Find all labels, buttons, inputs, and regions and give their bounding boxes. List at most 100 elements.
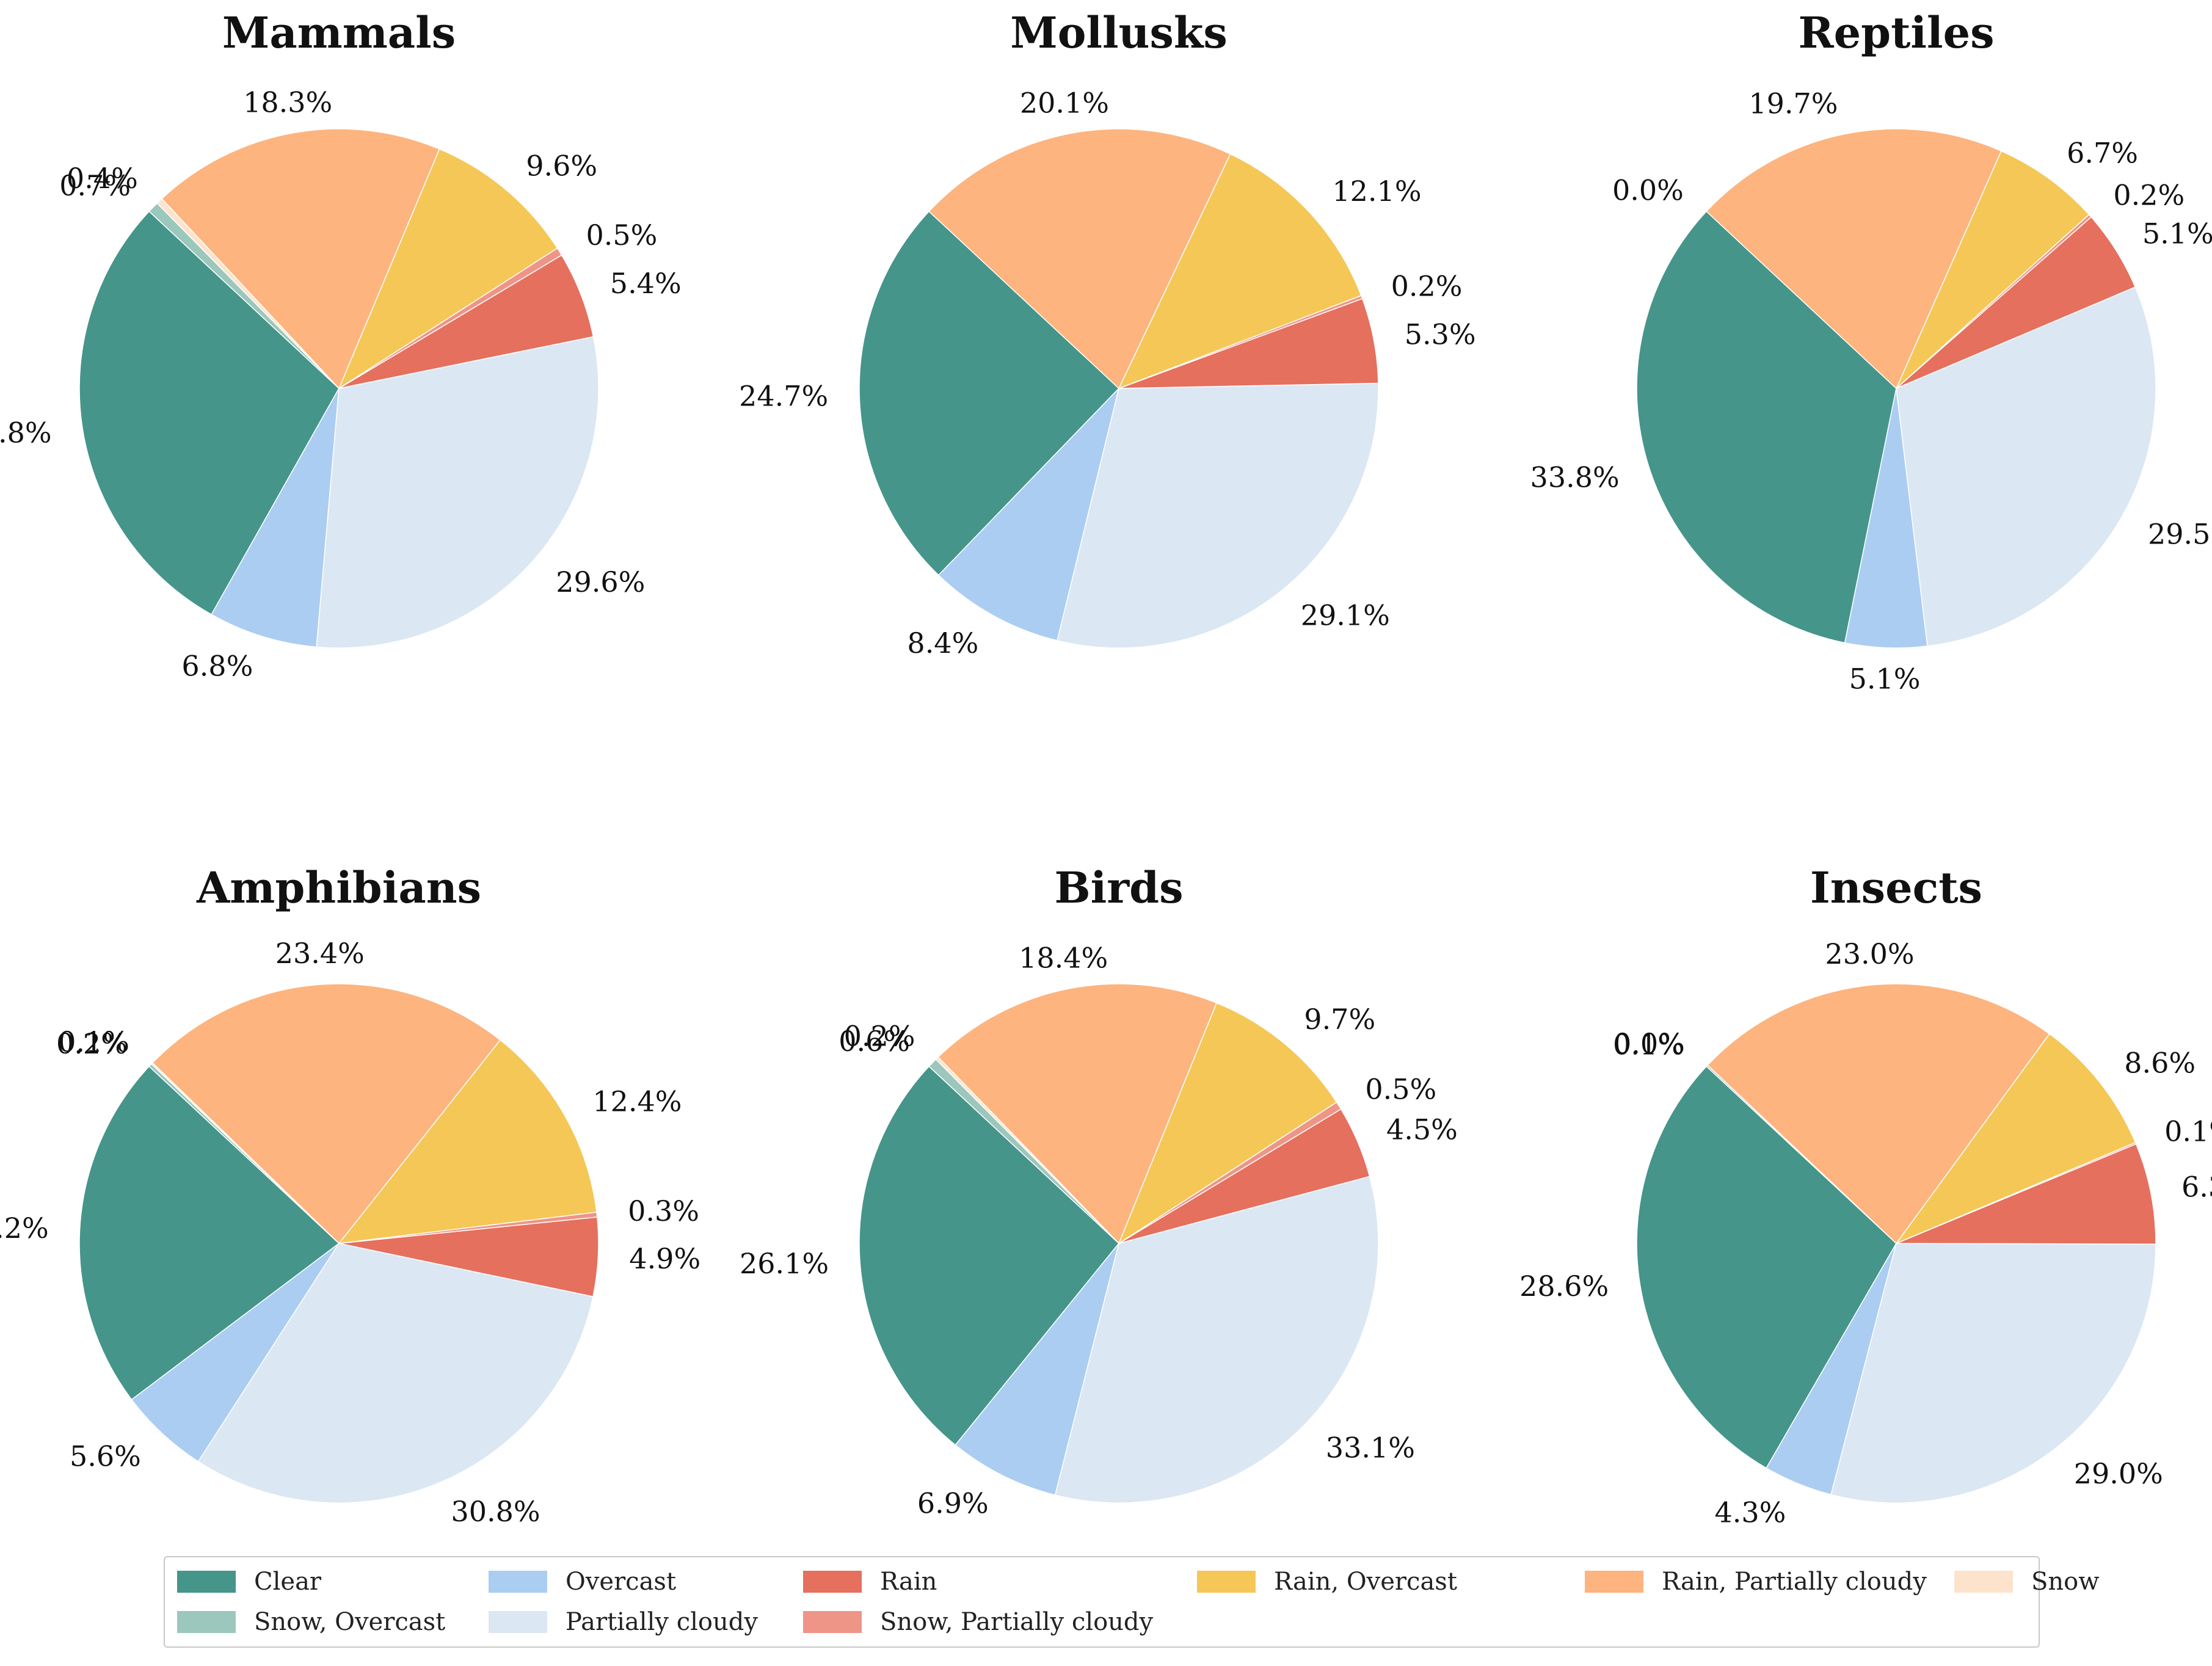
pct-label: 8.6% — [2124, 1047, 2196, 1080]
pie-birds: Birds 26.1% 6.9% 33.1% 4.5% 0.5% 9.7% 18.4% 0.2%… — [740, 862, 1458, 1520]
pct-label: 0.1% — [1613, 1028, 1684, 1061]
pct-label: 23.0% — [1825, 937, 1914, 970]
pie-slice-rain-overcast — [338, 148, 558, 390]
pct-label: 8.4% — [907, 627, 978, 660]
pie-slice-partially-cloudy — [1896, 286, 2156, 647]
legend-item-clear: Clear — [177, 1566, 321, 1598]
pct-label: 5.6% — [70, 1440, 141, 1473]
legend-swatch — [1197, 1571, 1256, 1593]
pct-label: 20.1% — [1020, 86, 1109, 119]
pie-slice-rain — [1118, 297, 1379, 389]
pie-slice-overcast — [937, 387, 1120, 641]
pct-label: 0.5% — [586, 219, 658, 252]
pie-slice-rain-partially-cloudy — [161, 128, 440, 390]
pie-slice-snow-overcast — [1706, 1064, 1897, 1244]
legend-swatch — [803, 1611, 862, 1633]
legend-item-rain-partially-cloudy: Rain, Partially cloudy — [1585, 1566, 1927, 1598]
legend-swatch — [1954, 1571, 2013, 1593]
pct-label: 0.2% — [56, 1027, 128, 1060]
pie-slice-rain-overcast — [1118, 1002, 1337, 1245]
legend-swatch — [1585, 1571, 1643, 1593]
pie-slice-clear — [79, 1066, 340, 1400]
pct-label: 5.1% — [1849, 663, 1921, 696]
legend-swatch — [177, 1611, 236, 1633]
legend-label: Snow, Overcast — [254, 1608, 446, 1636]
pie-slice-clear — [859, 211, 1120, 576]
pct-label: 4.5% — [1386, 1113, 1458, 1146]
pie-slice-rain-overcast — [1118, 153, 1362, 390]
pie-slice-partially-cloudy — [197, 1243, 594, 1504]
pie-slice-rain — [338, 254, 594, 389]
legend-swatch — [489, 1611, 547, 1633]
pie-slice-rain-partially-cloudy — [1706, 983, 2050, 1245]
pie-title: Reptiles — [1798, 7, 1994, 58]
pie-slice-rain-overcast — [338, 1039, 597, 1244]
legend-label: Rain — [880, 1568, 937, 1596]
pie-slice-clear — [1636, 211, 1897, 644]
pct-label: 0.0% — [1614, 1027, 1685, 1060]
pie-title: Mollusks — [1010, 7, 1228, 58]
pie-slice-partially-cloudy — [1054, 1176, 1379, 1504]
pie-mammals: Mammals 28.8% 6.8% 29.6% 5.4% 0.5% 9.6% 18.3% 0.… — [0, 7, 682, 683]
pie-slice-rain — [1896, 1143, 2156, 1245]
pie-slice-clear — [79, 211, 340, 616]
legend-label: Rain, Overcast — [1274, 1568, 1457, 1596]
pie-mollusks: Mollusks 24.7% 8.4% 29.1% 5.3% 0.2% 12.1% 20.1% — [739, 7, 1476, 660]
pie-slice-rain-partially-cloudy — [151, 983, 501, 1245]
pie-title: Amphibians — [196, 862, 481, 913]
pct-label: 33.1% — [1326, 1431, 1415, 1464]
pct-label: 0.4% — [67, 162, 138, 195]
pie-slice-clear — [1636, 1066, 1897, 1469]
pie-slice-partially-cloudy — [1830, 1243, 2156, 1504]
legend-item-overcast: Overcast — [489, 1566, 676, 1598]
pie-slice-partially-cloudy — [316, 336, 599, 649]
pie-slice-overcast — [131, 1243, 340, 1463]
pct-label: 29.6% — [556, 566, 645, 598]
pie-amphibians: Amphibians 22.2% 5.6% 30.8% 4.9% 0.3% 12.4% 23.… — [0, 862, 700, 1528]
pct-label: 4.9% — [629, 1242, 700, 1275]
pie-slice-snow-overcast — [928, 1058, 1119, 1244]
pct-label: 0.1% — [58, 1025, 129, 1058]
pct-label: 28.8% — [0, 416, 52, 449]
pct-label: 0.2% — [1391, 270, 1463, 303]
pct-label: 0.7% — [59, 169, 131, 202]
pct-label: 29.1% — [1301, 598, 1390, 631]
pie-slice-rain-overcast — [1894, 1033, 2136, 1245]
pct-label: 6.3% — [2181, 1171, 2212, 1204]
pct-label: 0.5% — [1365, 1072, 1436, 1105]
pie-slice-rain-overcast — [1896, 150, 2090, 389]
pct-label: 5.3% — [1405, 318, 1476, 351]
legend-label: Snow, Partially cloudy — [880, 1608, 1154, 1636]
legend-label: Clear — [254, 1568, 322, 1596]
legend-item-rain: Rain — [803, 1566, 937, 1598]
pct-label: 5.4% — [610, 267, 682, 300]
pct-label: 0.2% — [844, 1019, 915, 1052]
legend-item-snow-partially-cloudy: Snow, Partially cloudy — [803, 1606, 1153, 1638]
legend-item-partially-cloudy: Partially cloudy — [489, 1606, 758, 1638]
pie-slice-partially-cloudy — [1057, 382, 1379, 649]
pie-slice-overcast — [955, 1243, 1119, 1496]
legend-item-snow: Snow — [1954, 1566, 2099, 1598]
pie-slice-rain-partially-cloudy — [928, 128, 1231, 390]
legend-item-snow-overcast: Snow, Overcast — [177, 1606, 445, 1638]
legend-label: Rain, Partially cloudy — [1662, 1568, 1927, 1596]
pie-insects: Insects 28.6% 4.3% 29.0% 6.3% 0.1% 8.6% 23.0% 0.… — [1519, 862, 2212, 1529]
pct-label: 6.7% — [2067, 136, 2138, 169]
legend-item-rain-overcast: Rain, Overcast — [1197, 1566, 1457, 1598]
pct-label: 0.2% — [2113, 178, 2185, 211]
pct-label: 12.4% — [592, 1085, 682, 1118]
pct-label: 0.0% — [1612, 173, 1684, 206]
pct-label: 33.8% — [1530, 460, 1620, 493]
pct-label: 30.8% — [451, 1495, 540, 1528]
legend: Clear Overcast Rain Rain, Overcast Rain, Par… — [164, 1556, 2099, 1648]
pct-label: 29.5% — [2148, 517, 2212, 550]
legend-swatch — [489, 1571, 547, 1593]
pie-reptiles: Reptiles 33.8% 5.1% 29.5% 5.1% 0.2% 6.7% 19.7% 0… — [1530, 7, 2212, 696]
pie-title: Mammals — [222, 7, 456, 58]
pct-label: 5.1% — [2142, 217, 2212, 250]
pct-label: 29.0% — [2074, 1457, 2163, 1490]
pct-label: 4.3% — [1715, 1496, 1786, 1529]
pie-slice-overcast — [211, 388, 340, 648]
pct-label: 28.6% — [1519, 1270, 1609, 1303]
